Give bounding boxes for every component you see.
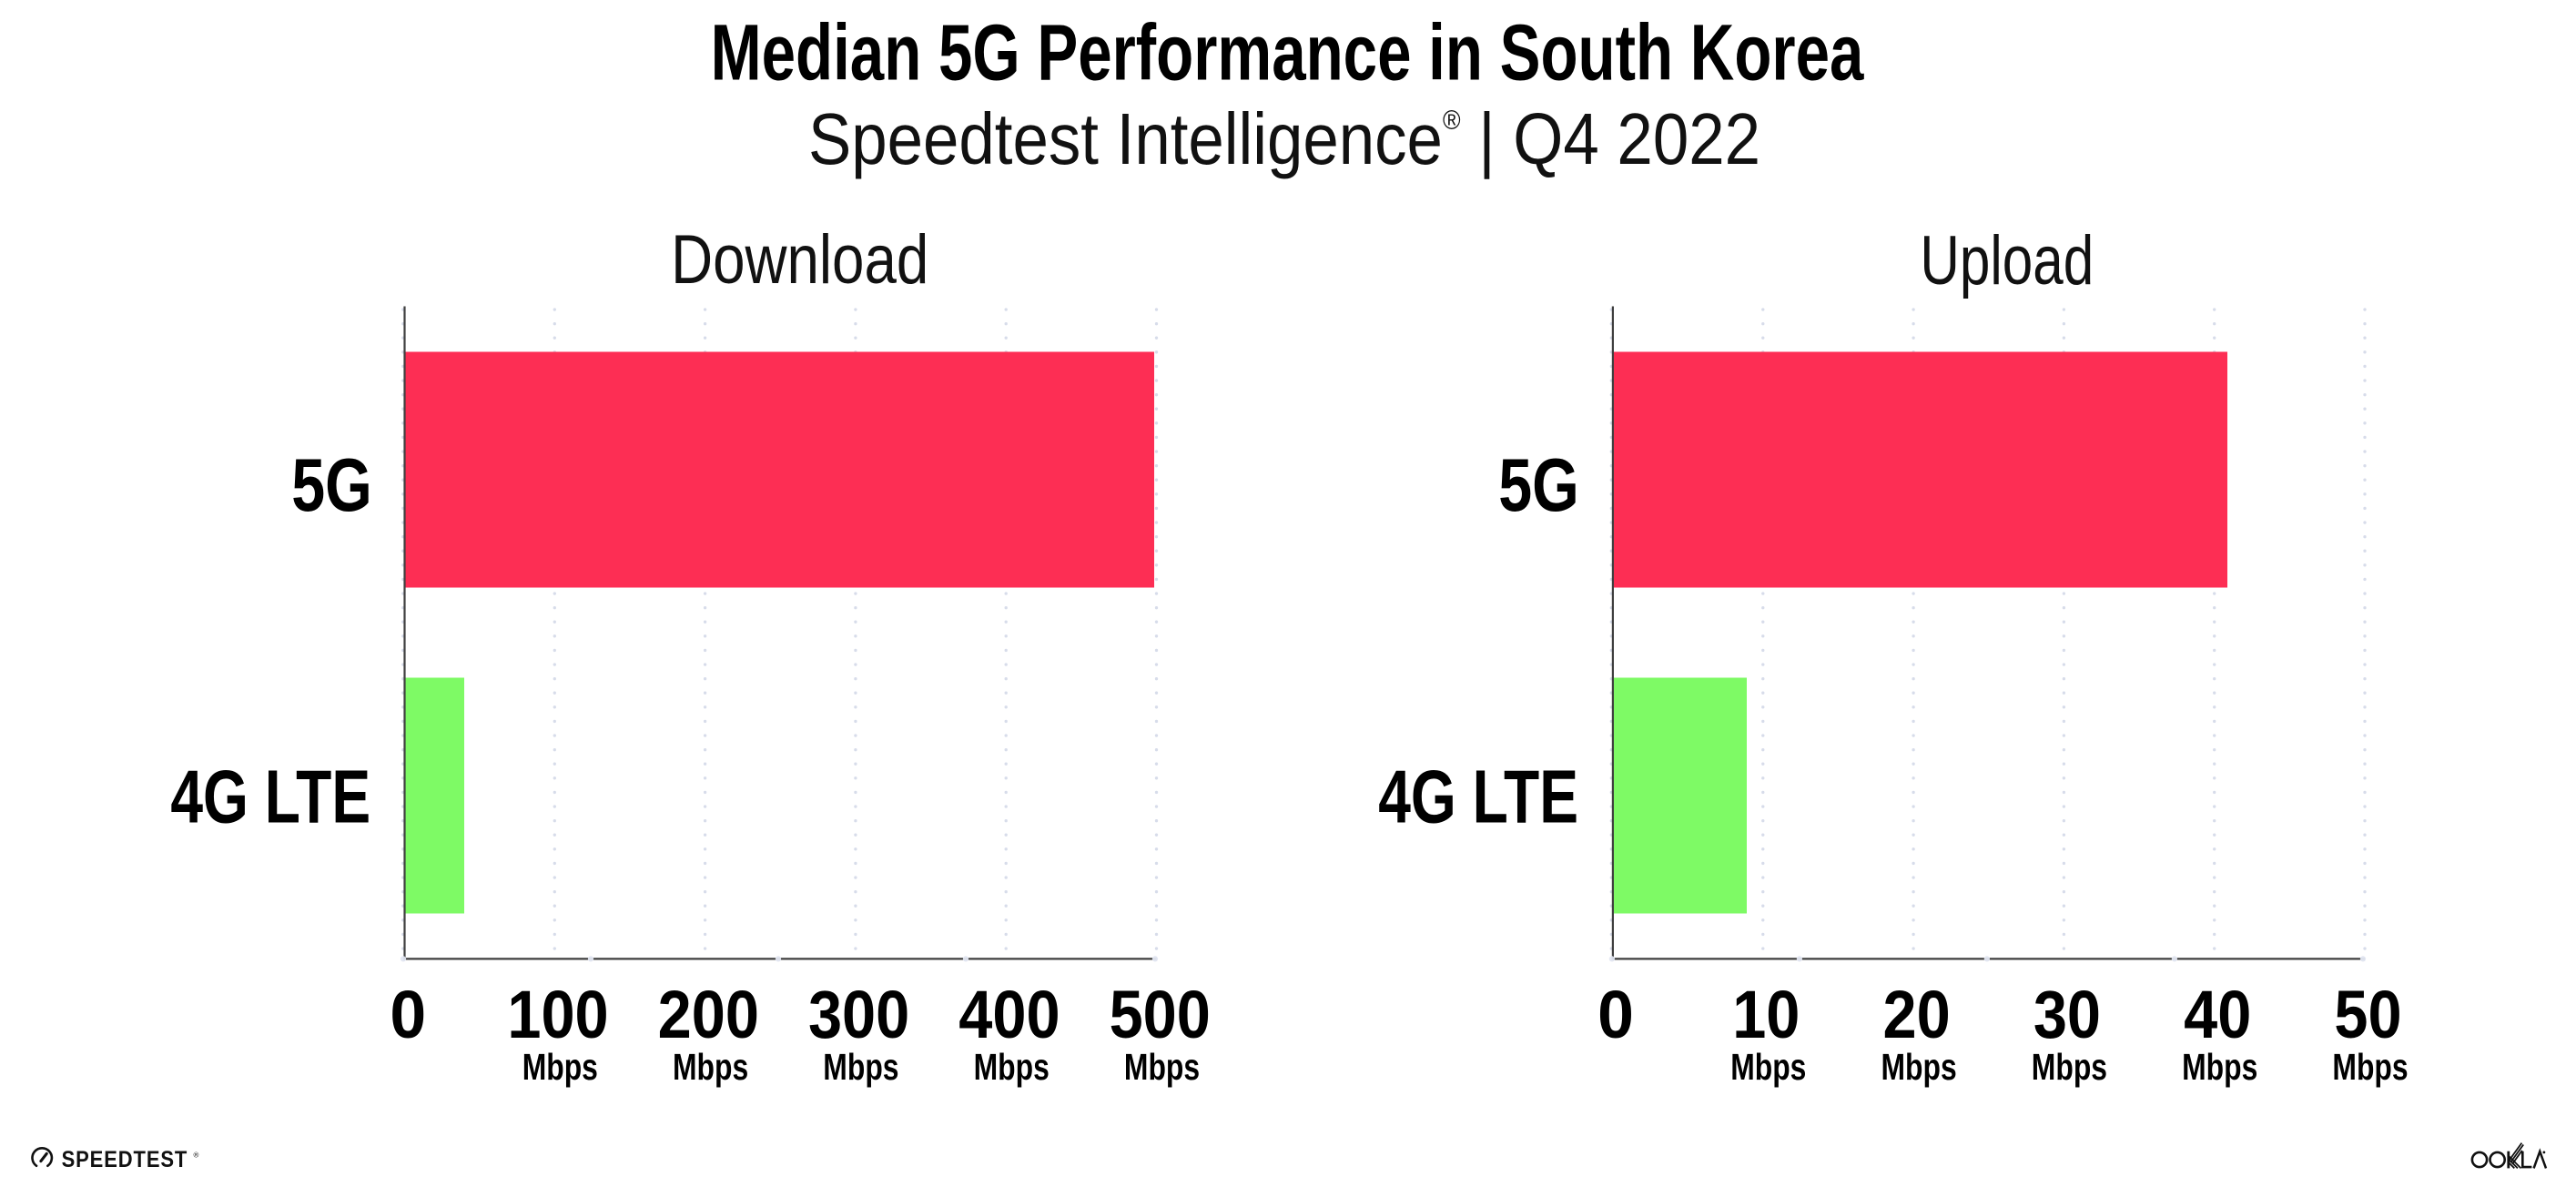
- svg-text:4G LTE: 4G LTE: [170, 755, 370, 839]
- svg-text:5G: 5G: [291, 442, 372, 527]
- svg-text:Mbps: Mbps: [673, 1046, 748, 1088]
- svg-text:SPEEDTEST: SPEEDTEST: [62, 1147, 188, 1172]
- svg-text:0: 0: [390, 978, 426, 1053]
- svg-text:Mbps: Mbps: [2182, 1046, 2257, 1088]
- svg-text:0: 0: [1597, 978, 1634, 1053]
- svg-text:50: 50: [2334, 977, 2401, 1052]
- svg-text:40: 40: [2184, 977, 2251, 1052]
- svg-text:Mbps: Mbps: [974, 1046, 1050, 1088]
- svg-text:100: 100: [507, 977, 608, 1052]
- svg-text:Mbps: Mbps: [522, 1046, 598, 1088]
- svg-text:Upload: Upload: [1920, 221, 2094, 299]
- svg-text:Mbps: Mbps: [2032, 1046, 2107, 1088]
- svg-text:Download: Download: [671, 221, 928, 299]
- svg-text:Mbps: Mbps: [823, 1046, 898, 1088]
- svg-text:®: ®: [194, 1151, 199, 1160]
- svg-text:Median 5G Performance in South: Median 5G Performance in South Korea: [711, 9, 1864, 96]
- svg-text:Speedtest Intelligence® | Q4 2: Speedtest Intelligence® | Q4 2022: [808, 99, 1760, 180]
- svg-text:Mbps: Mbps: [1881, 1046, 1956, 1088]
- svg-text:Mbps: Mbps: [1124, 1046, 1200, 1088]
- svg-text:300: 300: [808, 977, 909, 1052]
- svg-text:20: 20: [1883, 977, 1951, 1052]
- svg-text:5G: 5G: [1498, 442, 1579, 527]
- svg-text:500: 500: [1110, 977, 1211, 1052]
- svg-text:200: 200: [658, 977, 759, 1052]
- svg-text:Mbps: Mbps: [2332, 1046, 2408, 1088]
- svg-text:10: 10: [1732, 977, 1800, 1052]
- svg-text:400: 400: [958, 977, 1060, 1052]
- svg-text:Mbps: Mbps: [1730, 1046, 1806, 1088]
- svg-text:4G LTE: 4G LTE: [1378, 755, 1578, 839]
- svg-text:30: 30: [2033, 977, 2101, 1052]
